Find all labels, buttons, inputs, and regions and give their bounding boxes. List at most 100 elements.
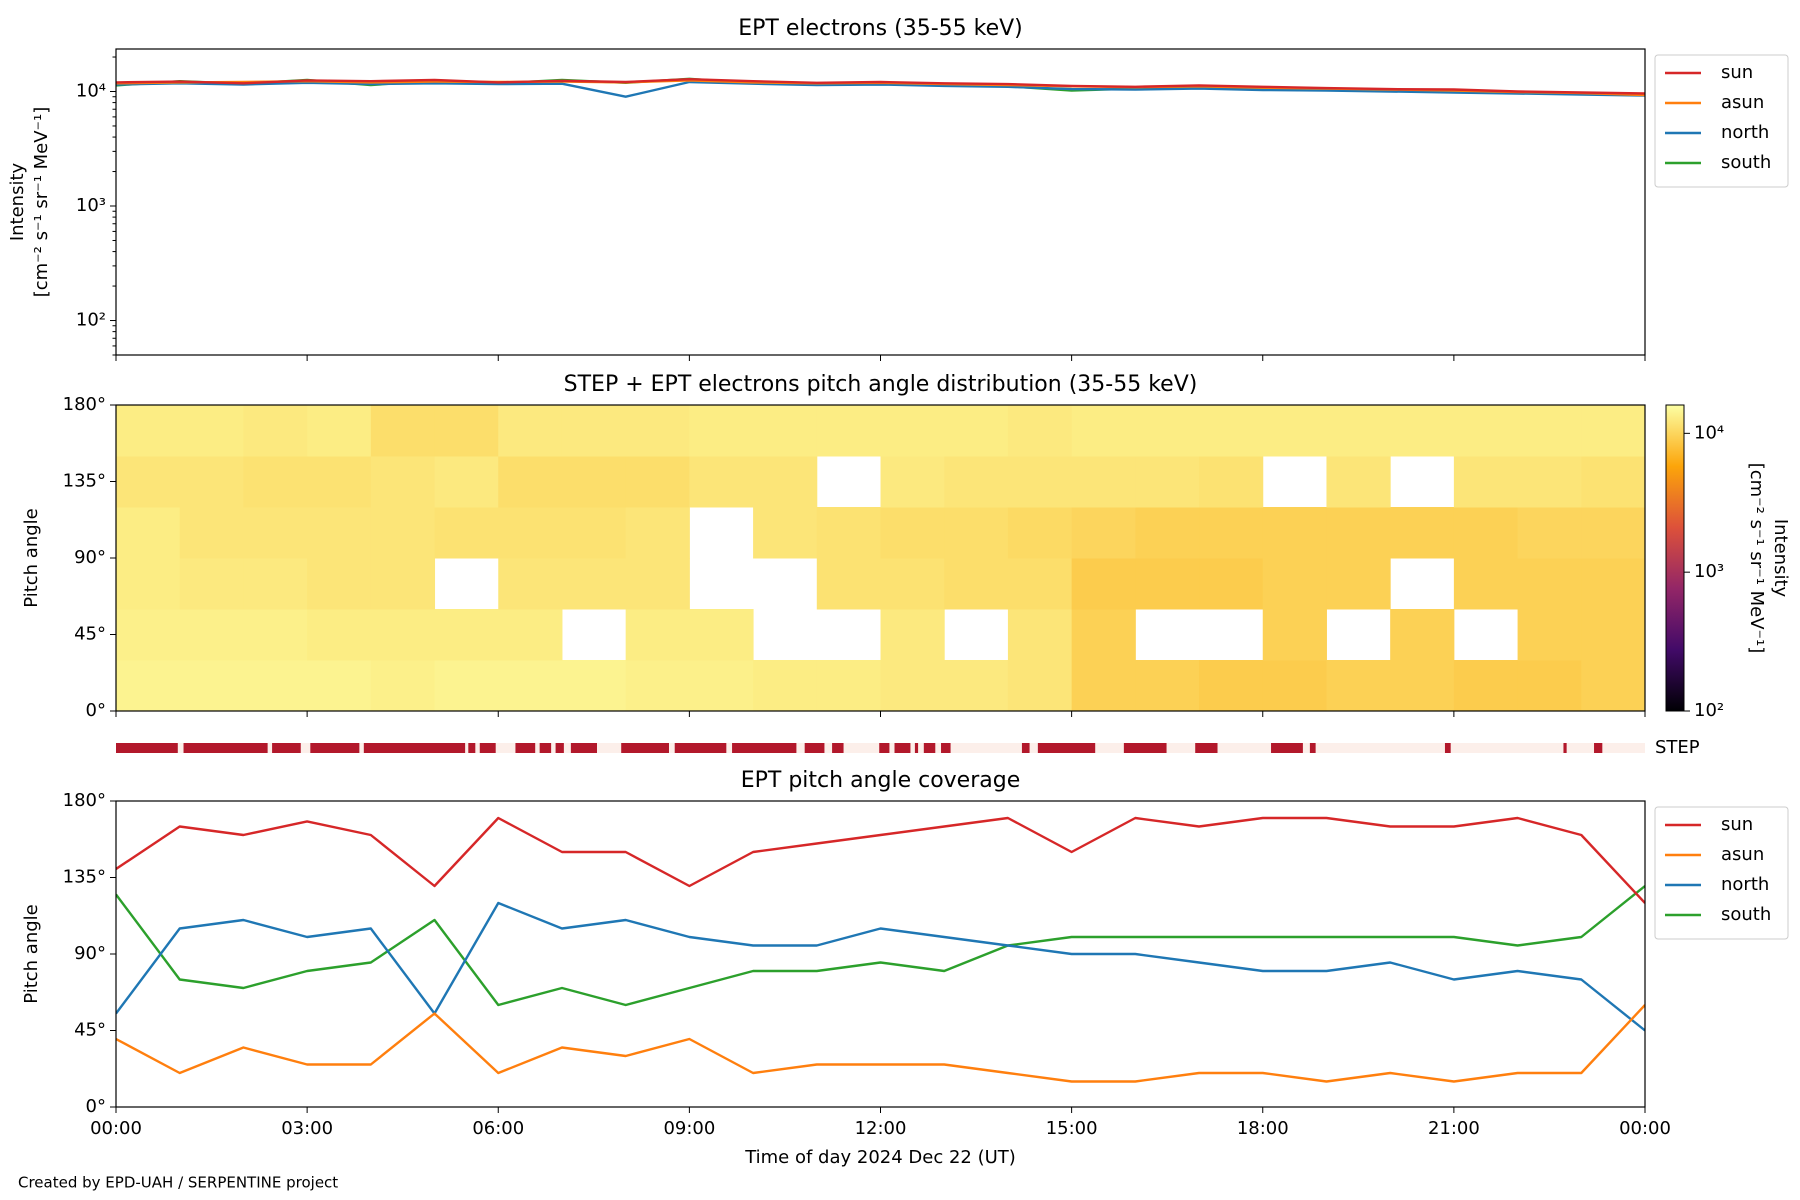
heatmap-cell (1007, 456, 1073, 508)
heatmap-cell (816, 405, 881, 457)
heatmap-cell (1007, 507, 1073, 559)
heatmap-cell (1581, 558, 1645, 610)
heatmap-cell (243, 405, 308, 457)
heatmap-cell (561, 660, 627, 711)
step-interval (674, 743, 727, 753)
y-tick-label: 90° (74, 943, 106, 964)
y-tick-label: 0° (86, 700, 106, 721)
heatmap-cell (1581, 507, 1645, 559)
heatmap-cell (625, 456, 690, 508)
heatmap-cell (816, 660, 881, 711)
plot-area (116, 405, 1645, 711)
heatmap-cell (1071, 609, 1136, 661)
legend-label: sun (1721, 814, 1753, 835)
heatmap-cell (116, 660, 181, 711)
x-tick-label: 00:00 (1619, 1118, 1671, 1139)
x-tick-label: 12:00 (855, 1118, 907, 1139)
heatmap-cell (944, 405, 1009, 457)
heatmap-cell (561, 456, 627, 508)
heatmap-cell (370, 558, 436, 610)
heatmap-cell (1262, 405, 1327, 457)
step-interval (1271, 743, 1303, 753)
step-interval (272, 743, 301, 753)
y-axis-label: [cm⁻² s⁻¹ sr⁻¹ MeV⁻¹] (31, 107, 52, 298)
heatmap-cell (1453, 456, 1519, 508)
heatmap-cell (1135, 507, 1200, 559)
heatmap-cell (1007, 558, 1073, 610)
legend-label: asun (1721, 844, 1764, 865)
step-interval (1195, 743, 1218, 753)
heatmap-cell (1517, 507, 1582, 559)
heatmap-cell (179, 660, 244, 711)
heatmap-cell (116, 558, 181, 610)
step-interval (515, 743, 536, 753)
colorbar-tick-label: 10³ (1694, 561, 1724, 582)
heatmap-cell (1390, 405, 1455, 457)
heatmap-cell (116, 405, 181, 457)
series-line (116, 78, 1645, 95)
heatmap-cell (370, 405, 436, 457)
heatmap-cell (689, 660, 754, 711)
heatmap-cell (561, 558, 627, 610)
heatmap-cell (1581, 456, 1645, 508)
legend-label: north (1721, 874, 1769, 895)
y-tick-label: 10⁴ (76, 80, 106, 101)
y-tick-label: 90° (74, 547, 106, 568)
y-tick-label: 135° (63, 471, 106, 492)
step-interval (1309, 743, 1316, 753)
heatmap-cell (1071, 660, 1136, 711)
footer: Created by EPD-UAH / SERPENTINE project (18, 1174, 338, 1192)
heatmap-cell (498, 456, 563, 508)
heatmap-cell (370, 660, 436, 711)
x-tick-label: 03:00 (281, 1118, 333, 1139)
heatmap-cell (625, 507, 690, 559)
legend-label: asun (1721, 92, 1764, 113)
step-interval (1123, 743, 1167, 753)
heatmap-cell (1135, 456, 1200, 508)
panel: STEP + EPT electrons pitch angle distrib… (21, 372, 1791, 758)
panel-title: STEP + EPT electrons pitch angle distrib… (564, 372, 1198, 397)
step-interval (1594, 743, 1603, 753)
x-tick-label: 15:00 (1046, 1118, 1098, 1139)
y-tick-label: 180° (63, 394, 106, 415)
x-tick-label: 18:00 (1237, 1118, 1289, 1139)
heatmap-cell (1262, 660, 1327, 711)
step-interval (879, 743, 890, 753)
heatmap-cell (116, 507, 181, 559)
heatmap-cell (179, 507, 244, 559)
heatmap-cell (753, 456, 818, 508)
heatmap-cell (1326, 456, 1391, 508)
colorbar (1665, 404, 1685, 712)
step-interval (832, 743, 844, 753)
heatmap-cell (880, 456, 945, 508)
heatmap-cell (944, 558, 1009, 610)
step-interval (1563, 743, 1567, 753)
heatmap-cell (1517, 558, 1582, 610)
heatmap-cell (1517, 609, 1582, 661)
heatmap-cell (1135, 558, 1200, 610)
heatmap-cell (1199, 660, 1264, 711)
heatmap-cell (1199, 456, 1264, 508)
x-tick-label: 09:00 (663, 1118, 715, 1139)
heatmap-cell (434, 660, 499, 711)
heatmap-cell (880, 558, 945, 610)
step-interval (923, 743, 936, 753)
heatmap-cell (1007, 609, 1073, 661)
step-interval (183, 743, 268, 753)
heatmap-cell (1071, 405, 1136, 457)
legend-frame (1654, 806, 1789, 940)
heatmap-cell (1199, 507, 1264, 559)
step-interval (539, 743, 552, 753)
heatmap-cell (689, 405, 754, 457)
heatmap-cell (1007, 405, 1073, 457)
heatmap-cell (625, 405, 690, 457)
plot-area (116, 77, 1645, 98)
y-tick-label: 45° (74, 1020, 106, 1041)
heatmap-cell (561, 507, 627, 559)
colorbar-tick-label: 10² (1694, 700, 1724, 721)
heatmap-cell (944, 507, 1009, 559)
heatmap-cell (1390, 507, 1455, 559)
heatmap-cell (625, 660, 690, 711)
y-tick-label: 0° (86, 1096, 106, 1117)
heatmap-cell (625, 609, 690, 661)
